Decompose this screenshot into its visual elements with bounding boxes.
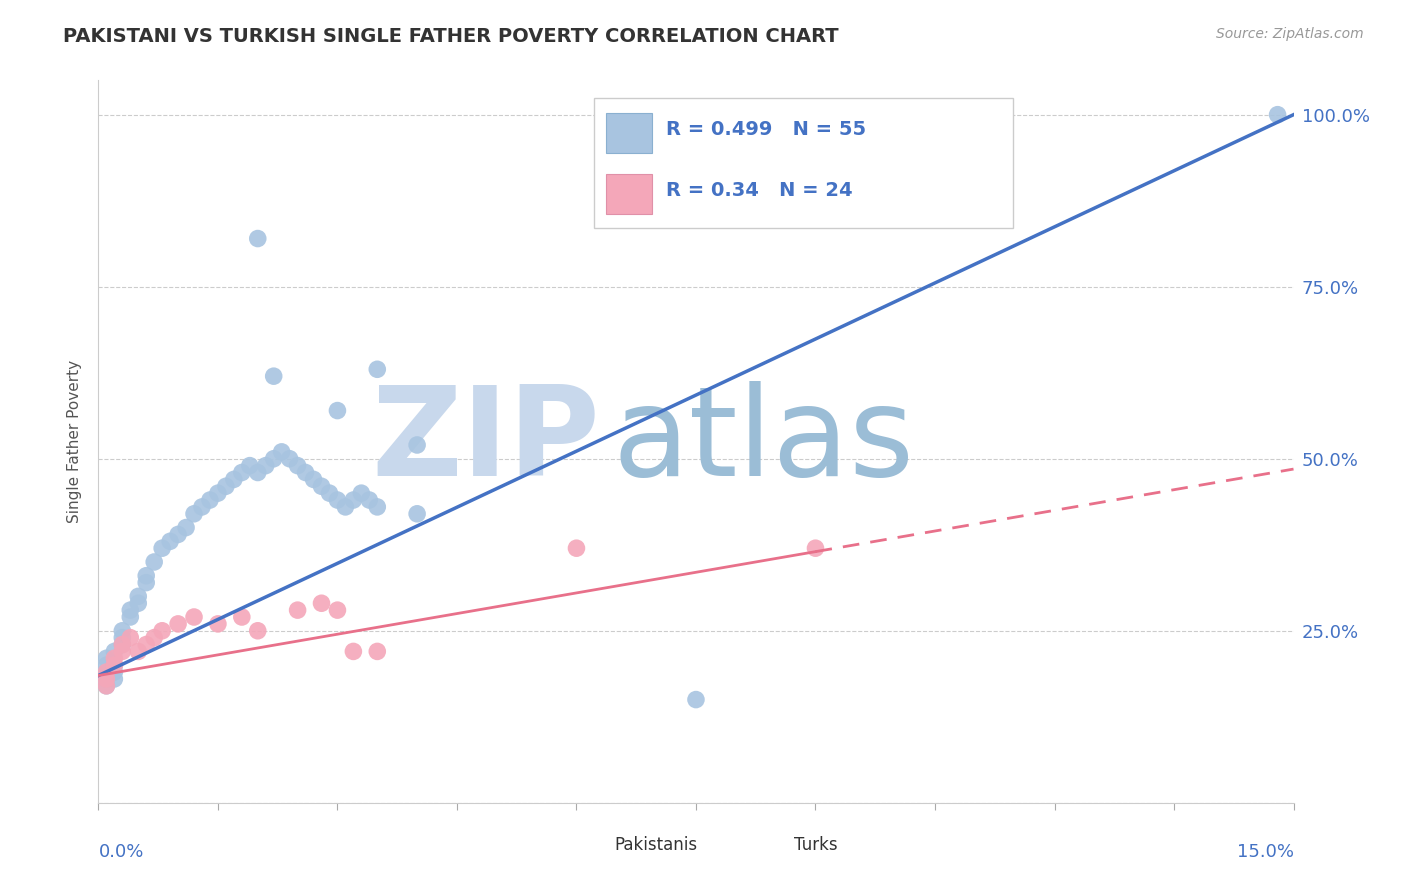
Point: [222, 472, 245, 486]
Text: 0.0%: 0.0%: [98, 843, 143, 861]
Point: [207, 486, 229, 500]
Point: [150, 541, 173, 556]
Text: atlas: atlas: [613, 381, 914, 502]
Point: [143, 631, 166, 645]
Point: [231, 466, 253, 480]
FancyBboxPatch shape: [606, 112, 652, 153]
Point: [231, 610, 253, 624]
Point: [103, 644, 125, 658]
Point: [135, 575, 157, 590]
Point: [366, 500, 388, 514]
FancyBboxPatch shape: [595, 98, 1012, 228]
Point: [318, 486, 340, 500]
Text: 15.0%: 15.0%: [1236, 843, 1294, 861]
Point: [143, 555, 166, 569]
Point: [207, 616, 229, 631]
Point: [96, 672, 118, 686]
Point: [246, 624, 269, 638]
Point: [183, 507, 205, 521]
Point: [685, 692, 707, 706]
Point: [111, 624, 134, 638]
Point: [311, 596, 333, 610]
Text: R = 0.499   N = 55: R = 0.499 N = 55: [666, 120, 866, 139]
Point: [135, 568, 157, 582]
Point: [103, 665, 125, 679]
Point: [111, 638, 134, 652]
Point: [326, 603, 349, 617]
Point: [302, 472, 325, 486]
Point: [263, 451, 285, 466]
Point: [565, 541, 588, 556]
Point: [246, 466, 269, 480]
Point: [111, 644, 134, 658]
Point: [270, 445, 292, 459]
Point: [246, 231, 269, 245]
Point: [167, 527, 190, 541]
Text: PAKISTANI VS TURKISH SINGLE FATHER POVERTY CORRELATION CHART: PAKISTANI VS TURKISH SINGLE FATHER POVER…: [63, 27, 839, 45]
Point: [215, 479, 238, 493]
Point: [150, 624, 173, 638]
Point: [167, 616, 190, 631]
Point: [96, 672, 118, 686]
Point: [326, 493, 349, 508]
Y-axis label: Single Father Poverty: Single Father Poverty: [67, 360, 83, 523]
Point: [342, 644, 364, 658]
Point: [366, 644, 388, 658]
Point: [127, 590, 149, 604]
Point: [335, 500, 357, 514]
Point: [183, 610, 205, 624]
Point: [127, 644, 149, 658]
Point: [96, 665, 118, 679]
Point: [311, 479, 333, 493]
Point: [326, 403, 349, 417]
Point: [406, 507, 429, 521]
Point: [287, 603, 309, 617]
Point: [120, 631, 142, 645]
Point: [103, 658, 125, 673]
Point: [287, 458, 309, 473]
FancyBboxPatch shape: [606, 174, 652, 214]
Point: [159, 534, 181, 549]
FancyBboxPatch shape: [576, 835, 606, 857]
Point: [239, 458, 262, 473]
Point: [103, 658, 125, 673]
Point: [294, 466, 316, 480]
Point: [96, 665, 118, 679]
Text: ZIP: ZIP: [371, 381, 600, 502]
Point: [96, 679, 118, 693]
Point: [350, 486, 373, 500]
Point: [1267, 108, 1289, 122]
Point: [96, 651, 118, 665]
Point: [174, 520, 197, 534]
Point: [191, 500, 214, 514]
Point: [263, 369, 285, 384]
Point: [96, 679, 118, 693]
Point: [198, 493, 221, 508]
Point: [342, 493, 364, 508]
Point: [103, 672, 125, 686]
Point: [359, 493, 381, 508]
Text: Pakistanis: Pakistanis: [614, 836, 697, 854]
Point: [111, 631, 134, 645]
Point: [366, 362, 388, 376]
Point: [135, 638, 157, 652]
Point: [120, 603, 142, 617]
Point: [278, 451, 301, 466]
Point: [111, 638, 134, 652]
Point: [103, 651, 125, 665]
Text: Turks: Turks: [794, 836, 838, 854]
Point: [127, 596, 149, 610]
Text: Source: ZipAtlas.com: Source: ZipAtlas.com: [1216, 27, 1364, 41]
Point: [96, 658, 118, 673]
Point: [804, 541, 827, 556]
Point: [120, 610, 142, 624]
Text: R = 0.34   N = 24: R = 0.34 N = 24: [666, 180, 852, 200]
Point: [406, 438, 429, 452]
Point: [254, 458, 277, 473]
FancyBboxPatch shape: [756, 835, 786, 857]
